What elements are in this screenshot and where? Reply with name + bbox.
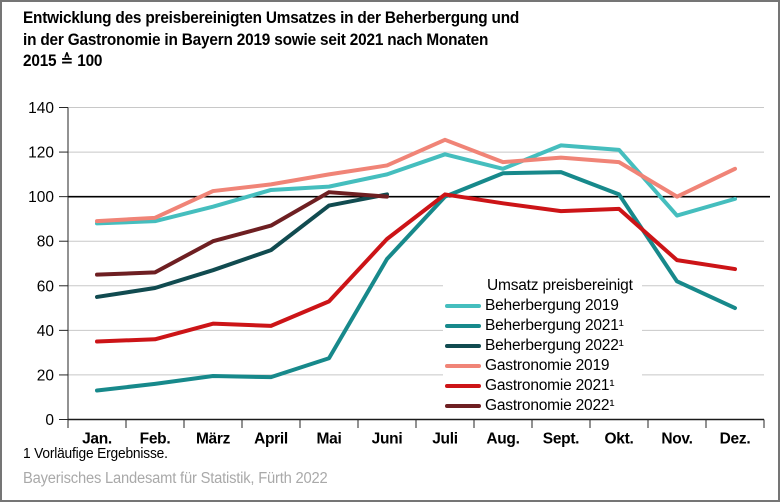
legend-swatch-beherbergung-2022 <box>445 344 481 348</box>
legend-item: Gastronomie 2019 <box>445 356 633 376</box>
legend-item: Gastronomie 2022¹ <box>445 396 633 416</box>
svg-text:20: 20 <box>37 367 55 384</box>
svg-text:Juni: Juni <box>372 431 403 448</box>
legend-label: Gastronomie 2022¹ <box>485 397 615 414</box>
legend-label: Gastronomie 2019 <box>485 357 610 374</box>
svg-text:Nov.: Nov. <box>661 431 692 448</box>
legend-item: Beherbergung 2019 <box>445 296 633 316</box>
svg-text:Feb.: Feb. <box>140 431 171 448</box>
legend-item: Beherbergung 2022¹ <box>445 336 633 356</box>
legend: Umsatz preisbereinigt Beherbergung 2019 … <box>443 276 642 418</box>
svg-text:80: 80 <box>37 234 55 251</box>
svg-text:Juli: Juli <box>432 431 458 448</box>
svg-text:Aug.: Aug. <box>486 431 519 448</box>
svg-text:Sept.: Sept. <box>543 431 579 448</box>
legend-swatch-gastronomie-2019 <box>445 364 481 368</box>
svg-text:140: 140 <box>28 100 54 117</box>
chart-title-line1: Entwicklung des preisbereinigten Umsatze… <box>23 9 520 27</box>
legend-label: Beherbergung 2019 <box>485 297 619 314</box>
legend-label: Gastronomie 2021¹ <box>485 377 615 394</box>
legend-label: Beherbergung 2022¹ <box>485 337 624 354</box>
svg-text:40: 40 <box>37 323 55 340</box>
legend-swatch-gastronomie-2021 <box>445 384 481 388</box>
chart-subtitle: 2015 ≙ 100 <box>23 52 103 70</box>
legend-swatch-beherbergung-2019 <box>445 304 481 308</box>
footnote: 1 Vorläufige Ergebnisse. <box>23 446 168 462</box>
legend-item: Beherbergung 2021¹ <box>445 316 633 336</box>
svg-text:April: April <box>254 431 288 448</box>
source-credit: Bayerisches Landesamt für Statistik, Für… <box>23 470 328 487</box>
legend-swatch-beherbergung-2021 <box>445 324 481 328</box>
svg-text:Okt.: Okt. <box>605 431 634 448</box>
svg-text:Dez.: Dez. <box>720 431 751 448</box>
svg-text:60: 60 <box>37 278 55 295</box>
svg-text:0: 0 <box>45 412 54 429</box>
legend-label: Beherbergung 2021¹ <box>485 317 624 334</box>
svg-text:100: 100 <box>28 189 54 206</box>
svg-text:März: März <box>196 431 231 448</box>
legend-title: Umsatz preisbereinigt <box>487 277 633 294</box>
chart-title: Entwicklung des preisbereinigten Umsatze… <box>23 8 519 73</box>
legend-title-row: Umsatz preisbereinigt <box>445 276 633 296</box>
chart-title-line2: in der Gastronomie in Bayern 2019 sowie … <box>23 30 489 49</box>
svg-text:120: 120 <box>28 145 54 162</box>
legend-swatch-gastronomie-2022 <box>445 404 481 408</box>
svg-text:Jan.: Jan. <box>82 431 112 448</box>
svg-text:Mai: Mai <box>317 431 342 448</box>
legend-item: Gastronomie 2021¹ <box>445 376 633 396</box>
